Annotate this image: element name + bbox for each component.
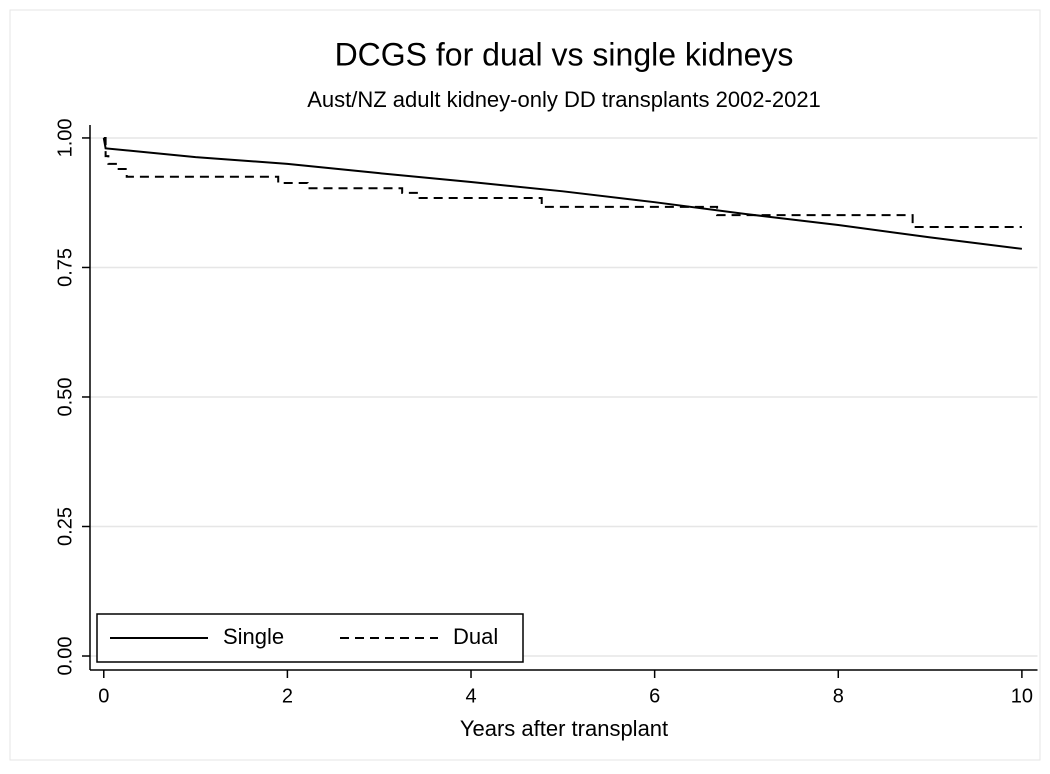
series-line	[103, 136, 1022, 229]
legend-label: Single	[223, 624, 284, 649]
y-tick-label: 0.25	[54, 507, 76, 546]
x-tick-label: 8	[833, 685, 844, 707]
x-tick-label: 0	[98, 685, 109, 707]
x-tick-label: 4	[465, 685, 476, 707]
x-tick-label: 10	[1011, 685, 1033, 707]
y-tick-label: 0.75	[54, 248, 76, 287]
chart-subtitle: Aust/NZ adult kidney-only DD transplants…	[307, 87, 821, 112]
x-axis-label: Years after transplant	[460, 716, 668, 741]
y-tick-label: 0.50	[54, 378, 76, 417]
chart-title: DCGS for dual vs single kidneys	[335, 36, 794, 72]
legend-label: Dual	[453, 624, 498, 649]
y-tick-label: 0.00	[54, 637, 76, 676]
y-tick-label: 1.00	[54, 118, 76, 157]
x-tick-label: 6	[649, 685, 660, 707]
series-line	[102, 137, 1023, 250]
x-tick-label: 2	[282, 685, 293, 707]
